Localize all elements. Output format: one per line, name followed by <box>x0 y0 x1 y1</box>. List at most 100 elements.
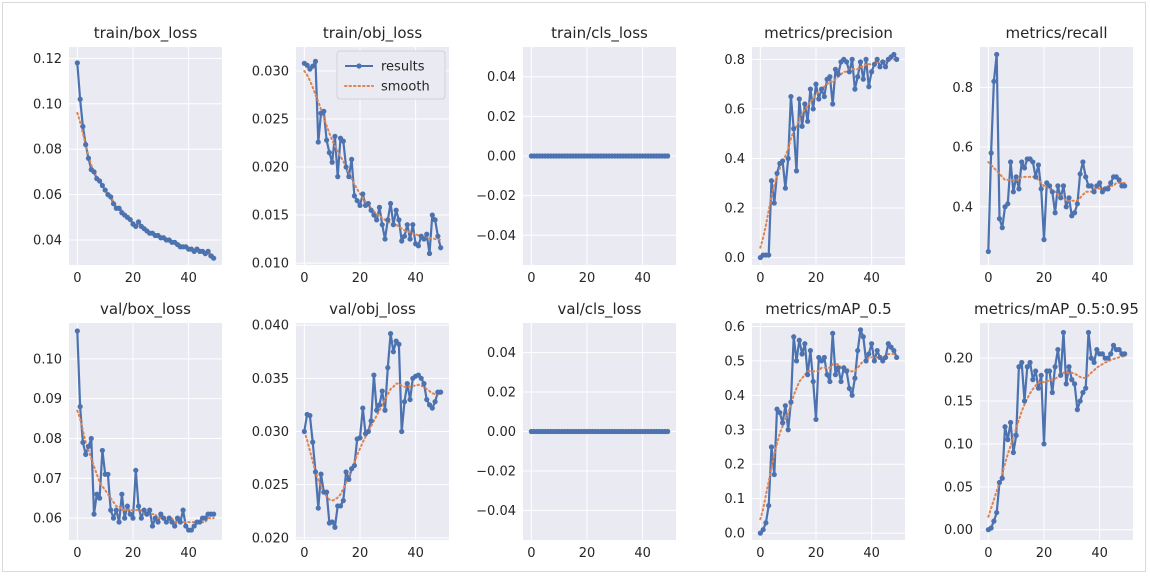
y-tick-label: 0.00 <box>944 523 973 538</box>
results-point <box>438 245 444 251</box>
results-point <box>771 200 777 206</box>
chart-title: train/obj_loss <box>323 24 422 43</box>
results-point <box>838 378 844 385</box>
x-tick-label: 0 <box>73 546 81 561</box>
results-point <box>1063 381 1069 387</box>
results-point <box>882 64 889 70</box>
y-tick-label: 0.0 <box>724 527 745 542</box>
results-point <box>324 137 330 143</box>
results-point <box>996 216 1003 222</box>
results-point <box>110 201 117 207</box>
results-point <box>824 372 830 378</box>
results-point <box>410 222 416 228</box>
results-point <box>810 378 816 385</box>
results-point <box>105 471 111 477</box>
results-point <box>1046 368 1053 374</box>
y-tick-label: 0.08 <box>33 143 62 158</box>
results-point <box>127 216 133 223</box>
x-tick-label: 40 <box>180 546 197 561</box>
y-tick-label: 0.05 <box>944 480 973 495</box>
results-point <box>863 56 869 62</box>
results-point <box>340 498 346 504</box>
results-point <box>368 418 374 424</box>
results-point <box>766 502 772 509</box>
results-point <box>346 476 352 482</box>
results-point <box>418 375 424 381</box>
results-point <box>310 63 316 69</box>
results-point <box>1122 351 1128 357</box>
results-point <box>1008 159 1014 165</box>
legend-results-marker <box>356 63 362 69</box>
results-point <box>1016 364 1022 370</box>
results-point <box>1060 183 1067 189</box>
results-point <box>1005 201 1011 207</box>
results-point <box>144 511 150 517</box>
x-tick-label: 40 <box>1091 271 1108 286</box>
legend-smooth-label: smooth <box>381 80 430 95</box>
results-point <box>435 233 441 239</box>
results-point <box>1052 210 1058 216</box>
results-point <box>813 81 819 87</box>
y-tick-label: 0.15 <box>944 395 973 410</box>
results-point <box>1046 183 1053 189</box>
results-point <box>852 86 858 92</box>
results-point <box>991 518 997 524</box>
results-point <box>335 174 341 180</box>
results-point <box>1052 364 1058 370</box>
results-point <box>407 396 413 403</box>
x-tick-label: 20 <box>352 546 369 561</box>
results-point <box>830 101 836 107</box>
series-group <box>985 51 1128 255</box>
results-point <box>1041 237 1047 243</box>
results-point <box>849 392 855 398</box>
results-point <box>141 507 147 513</box>
chart-title: val/cls_loss <box>558 300 642 319</box>
results-point <box>429 212 435 218</box>
chart-title: val/box_loss <box>100 300 191 319</box>
results-point <box>357 435 363 441</box>
results-point <box>894 354 900 361</box>
y-tick-label: 0.00 <box>487 425 516 440</box>
results-point <box>1038 372 1044 378</box>
results-point <box>379 222 385 228</box>
plot-area <box>69 323 222 540</box>
results-point <box>346 174 352 180</box>
results-point <box>83 451 89 457</box>
results-point <box>332 133 338 139</box>
results-point <box>382 236 388 242</box>
y-tick-label: 0.030 <box>252 65 289 80</box>
results-point <box>849 56 855 62</box>
results-point <box>1055 183 1061 189</box>
results-point <box>188 527 194 533</box>
x-tick-label: 40 <box>634 546 651 561</box>
results-point <box>1019 359 1025 366</box>
results-point <box>116 519 122 525</box>
smooth-line <box>76 409 215 524</box>
results-point <box>1066 364 1072 370</box>
results-point <box>869 341 875 347</box>
y-tick-label: 0.12 <box>33 52 62 67</box>
results-point <box>1063 204 1069 210</box>
results-point <box>102 187 108 193</box>
results-point <box>97 178 103 184</box>
smooth-line <box>759 353 898 521</box>
results-point <box>780 158 786 164</box>
results-point <box>816 96 822 102</box>
results-point <box>763 520 769 526</box>
results-point <box>421 381 427 387</box>
results-point <box>1110 342 1117 348</box>
results-point <box>894 56 900 62</box>
results-point <box>337 503 344 509</box>
x-tick-label: 40 <box>863 546 880 561</box>
results-point <box>351 462 358 469</box>
results-point <box>113 507 119 513</box>
results-point <box>1083 174 1089 180</box>
series-group <box>528 153 671 159</box>
results-point <box>877 64 883 70</box>
chart-panel-2: 0 20 40 0.010 0.015 0.020 0.025 0.030 train/obj_… <box>252 24 449 286</box>
results-point <box>1055 346 1061 353</box>
x-tick-label: 0 <box>300 546 308 561</box>
y-tick-label: 0.5 <box>724 354 745 369</box>
chart-panel-6: 0 20 40 0.06 0.07 0.08 0.09 0.10 val/box_loss <box>33 300 222 561</box>
results-point <box>135 503 142 509</box>
